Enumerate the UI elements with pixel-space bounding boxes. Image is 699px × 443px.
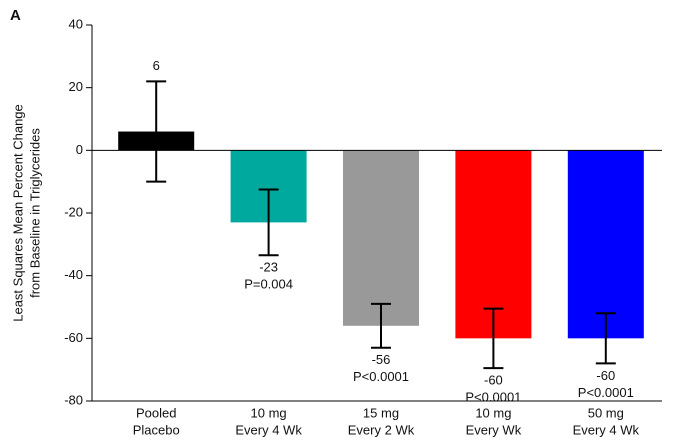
data-label: -23: [259, 260, 278, 275]
y-tick-label: -80: [64, 392, 83, 407]
y-tick-label: 40: [69, 16, 83, 31]
data-label: -56: [372, 352, 391, 367]
data-label: -60: [596, 368, 615, 383]
x-tick-label: Every Wk: [466, 422, 522, 437]
x-tick-label: 10 mg: [475, 405, 511, 420]
bar: [567, 150, 644, 339]
y-tick-label: -60: [64, 330, 83, 345]
panel-label: A: [10, 7, 21, 24]
x-tick-label: 10 mg: [251, 405, 287, 420]
data-label: 6: [153, 58, 160, 73]
y-axis-label: Least Squares Mean Percent Change: [10, 104, 25, 322]
bar: [343, 150, 419, 326]
p-value: P<0.0001: [578, 385, 634, 400]
x-tick-label: Every 2 Wk: [348, 422, 415, 437]
x-tick-label: Every 4 Wk: [573, 422, 640, 437]
y-tick-label: -40: [64, 267, 83, 282]
y-axis-label: from Baseline in Triglycerides: [27, 128, 42, 298]
bar: [455, 150, 532, 339]
data-label: -60: [484, 373, 503, 388]
x-tick-label: Placebo: [133, 422, 180, 437]
x-tick-label: Every 4 Wk: [235, 422, 302, 437]
y-tick-label: 0: [76, 142, 83, 157]
y-tick-label: 20: [69, 79, 83, 94]
x-tick-label: 50 mg: [588, 405, 624, 420]
p-value: P<0.0001: [465, 390, 521, 405]
x-tick-label: 15 mg: [363, 405, 399, 420]
x-tick-label: Pooled: [136, 405, 176, 420]
p-value: P<0.0001: [353, 369, 409, 384]
y-tick-label: -20: [64, 204, 83, 219]
p-value: P=0.004: [244, 277, 293, 292]
